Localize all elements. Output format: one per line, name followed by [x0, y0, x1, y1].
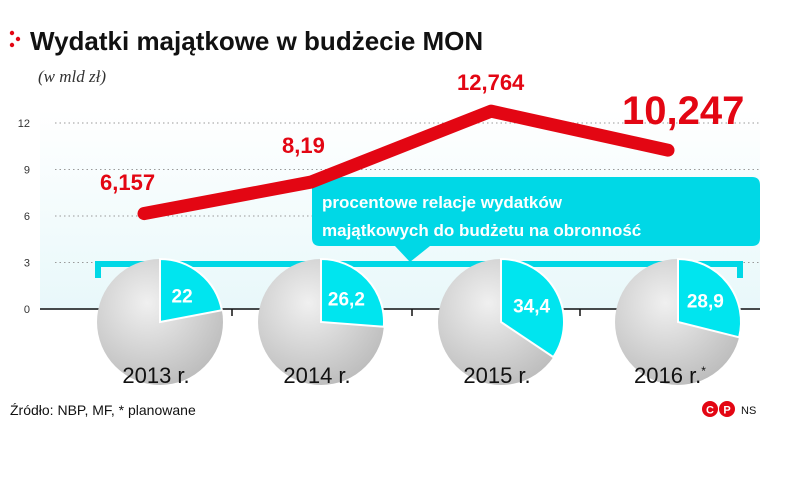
- pie-label: 22: [172, 286, 193, 307]
- year-label: 2015 r.: [463, 363, 530, 388]
- pie-row: 22 2013 r. 26,2 2014 r. 34,4 2015 r. 28,9 2016 …: [97, 257, 742, 388]
- pie: 22 2013 r.: [97, 257, 224, 388]
- year-label: 2016 r.*: [634, 363, 706, 388]
- callout-text-line-2: majątkowych do budżetu na obronność: [322, 221, 641, 240]
- pie: 26,2 2014 r.: [258, 257, 385, 388]
- data-label: 10,247: [622, 89, 744, 133]
- x-axis-ticks: [231, 309, 581, 316]
- pie-slice: [500, 257, 565, 359]
- data-labels: 6,157 8,19 12,764 10,247: [100, 70, 744, 195]
- chart-title: Wydatki majątkowe w budżecie MON: [30, 26, 483, 56]
- y-tick-label: 0: [24, 304, 30, 316]
- pie: 28,9 2016 r.*: [615, 257, 742, 388]
- series-line-path: [137, 104, 675, 221]
- y-tick-label: 3: [24, 258, 30, 270]
- year-label: 2013 r.: [122, 363, 189, 388]
- footnote-marker: *: [701, 364, 706, 378]
- author-credit: NS: [741, 405, 756, 417]
- y-tick-label: 6: [24, 211, 30, 223]
- press-icon: P: [719, 401, 735, 417]
- source-note: Źródło: NBP, MF, * planowane: [10, 402, 196, 418]
- series-line: [137, 104, 675, 221]
- pie-slice: [677, 257, 742, 339]
- chart-subtitle: (w mld zł): [38, 67, 106, 86]
- copyright-icon: C: [702, 401, 718, 417]
- data-label: 8,19: [282, 133, 325, 158]
- y-axis: 0 3 6 9 12: [18, 118, 30, 316]
- data-label: 12,764: [457, 70, 525, 95]
- callout-bracket: [95, 261, 743, 278]
- svg-text:C: C: [706, 405, 714, 417]
- pie-label: 28,9: [687, 292, 724, 313]
- pie-slice: [320, 257, 385, 328]
- title-marker-icon: [9, 30, 21, 48]
- pie-slice: [159, 257, 224, 324]
- y-tick-label: 9: [24, 165, 30, 177]
- data-label: 6,157: [100, 170, 155, 195]
- year-label: 2014 r.: [283, 363, 350, 388]
- y-tick-label: 12: [18, 118, 30, 130]
- callout-text-line-1: procentowe relacje wydatków: [322, 193, 563, 212]
- svg-text:P: P: [723, 405, 730, 417]
- pie-label: 26,2: [328, 289, 365, 310]
- callout-box: [312, 177, 760, 262]
- pie: 34,4 2015 r.: [438, 257, 565, 388]
- callout: procentowe relacje wydatków majątkowych …: [95, 177, 760, 278]
- pie-label: 34,4: [513, 297, 550, 318]
